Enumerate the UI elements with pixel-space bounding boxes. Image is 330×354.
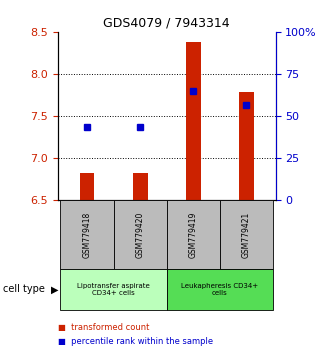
Text: ▶: ▶	[51, 284, 59, 295]
Text: GSM779421: GSM779421	[242, 211, 251, 258]
Text: cell type: cell type	[3, 284, 45, 295]
Text: GSM779420: GSM779420	[136, 211, 145, 258]
Bar	[186, 42, 201, 200]
Text: GSM779419: GSM779419	[189, 211, 198, 258]
Text: Leukapheresis CD34+
cells: Leukapheresis CD34+ cells	[181, 283, 258, 296]
Bar	[80, 173, 94, 200]
Text: ■  transformed count: ■ transformed count	[58, 323, 149, 332]
Title: GDS4079 / 7943314: GDS4079 / 7943314	[103, 16, 230, 29]
Text: GSM779418: GSM779418	[82, 211, 91, 258]
Bar	[133, 173, 148, 200]
Text: Lipotransfer aspirate
CD34+ cells: Lipotransfer aspirate CD34+ cells	[77, 283, 150, 296]
Text: ■  percentile rank within the sample: ■ percentile rank within the sample	[58, 337, 213, 346]
Bar	[239, 92, 254, 200]
